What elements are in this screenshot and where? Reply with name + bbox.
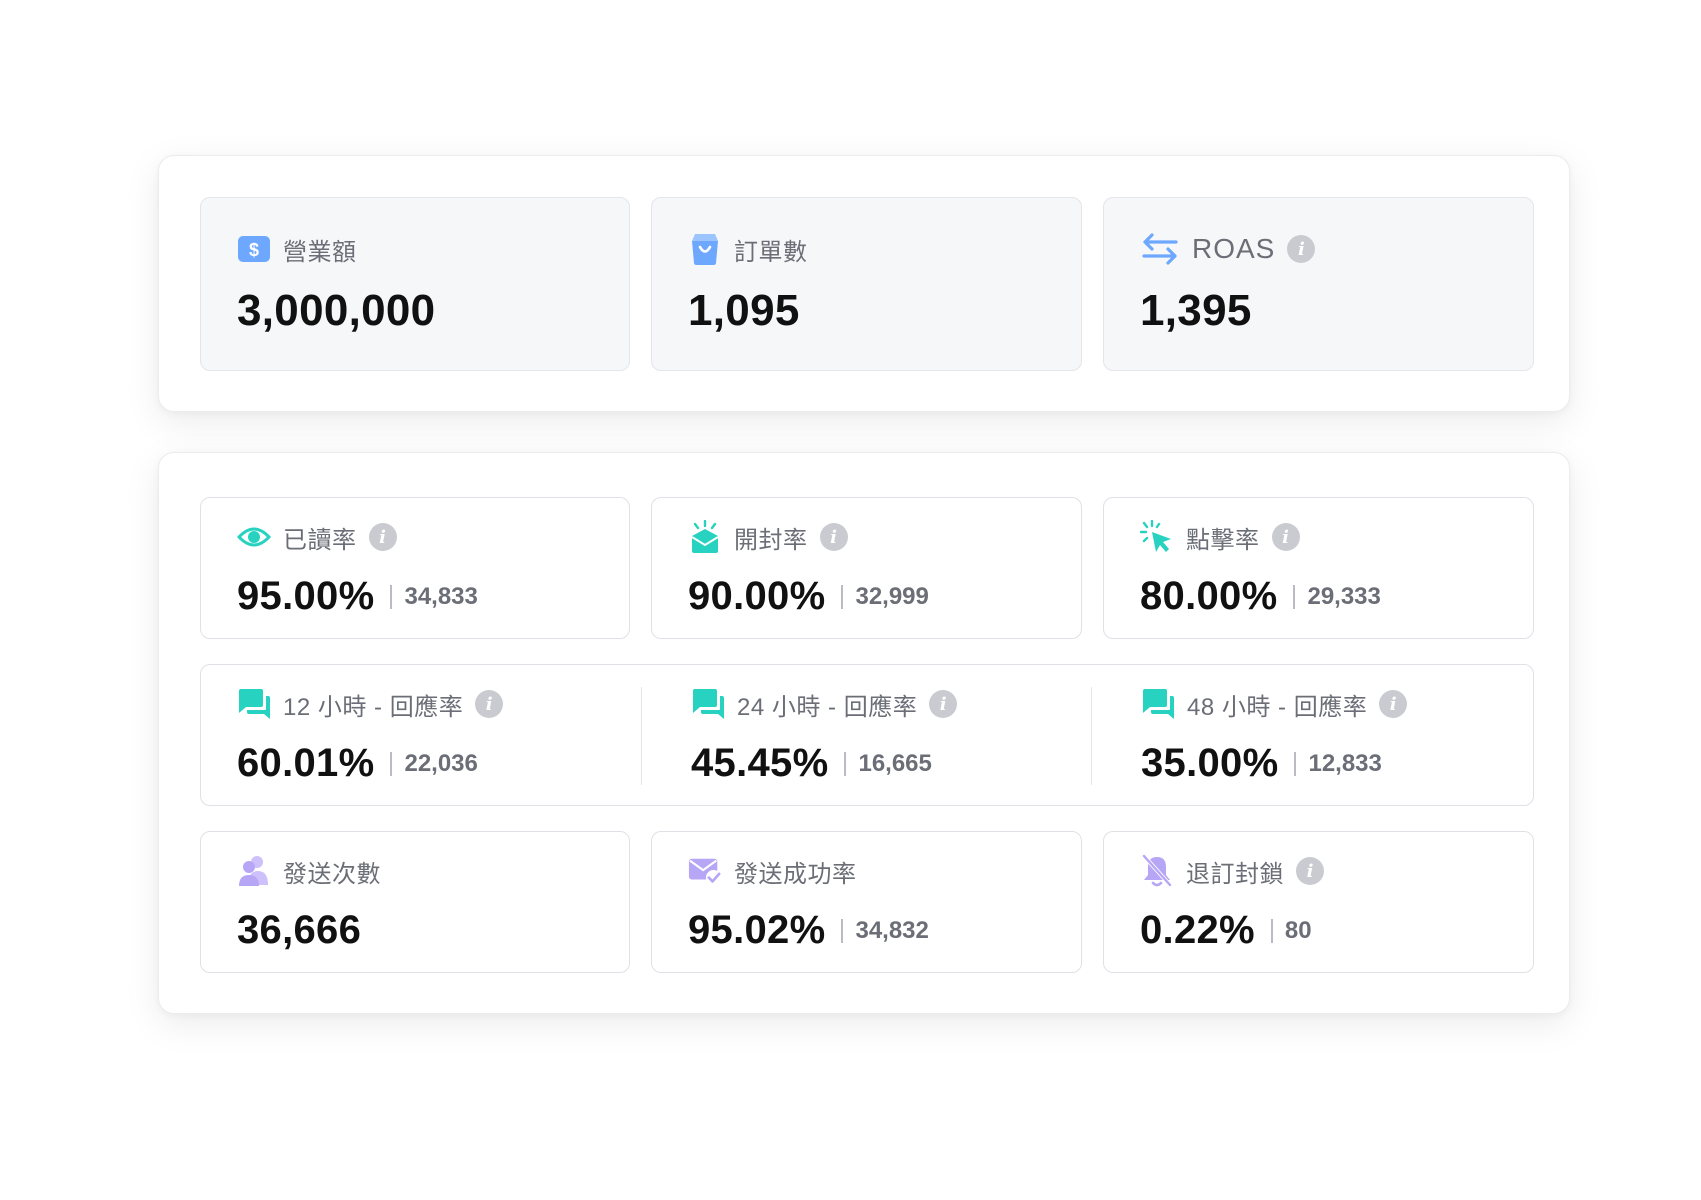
unsubscribe-percent: 0.22% bbox=[1140, 908, 1255, 952]
click-rate-card: 點擊率 i 80.00% 29,333 bbox=[1103, 497, 1534, 639]
chat-bubbles-icon bbox=[1141, 687, 1175, 721]
divider bbox=[1294, 751, 1297, 776]
orders-label: 訂單數 bbox=[734, 238, 808, 266]
roas-card: ROAS i 1,395 bbox=[1103, 197, 1534, 371]
column-divider bbox=[1091, 687, 1092, 785]
chat-bubbles-icon bbox=[237, 687, 271, 721]
click-rate-count: 29,333 bbox=[1307, 582, 1381, 610]
read-rate-percent: 95.00% bbox=[237, 574, 375, 618]
reply-48h-percent: 35.00% bbox=[1141, 741, 1279, 785]
open-rate-label: 開封率 bbox=[734, 526, 808, 554]
divider bbox=[390, 584, 393, 609]
mail-check-icon bbox=[688, 854, 722, 888]
summary-panel: $ 營業額 3,000,000 訂單數 1,095 bbox=[158, 155, 1570, 412]
cursor-click-icon bbox=[1140, 520, 1174, 554]
open-rate-count: 32,999 bbox=[855, 582, 929, 610]
roas-label: ROAS bbox=[1192, 233, 1276, 264]
reply-12h-cell: 12 小時 - 回應率 i 60.01% 22,036 bbox=[201, 665, 641, 805]
swap-arrows-icon bbox=[1140, 232, 1180, 266]
send-count-label: 發送次數 bbox=[283, 860, 381, 888]
chat-bubbles-icon bbox=[691, 687, 725, 721]
click-rate-label: 點擊率 bbox=[1186, 526, 1260, 554]
click-rate-percent: 80.00% bbox=[1140, 574, 1278, 618]
reply-24h-label: 24 小時 - 回應率 bbox=[737, 693, 918, 721]
roas-info-icon[interactable]: i bbox=[1287, 235, 1316, 263]
send-count-value: 36,666 bbox=[237, 908, 362, 952]
reply-12h-percent: 60.01% bbox=[237, 741, 375, 785]
open-rate-info-icon[interactable]: i bbox=[819, 523, 848, 551]
svg-text:$: $ bbox=[249, 240, 259, 260]
click-rate-info-icon[interactable]: i bbox=[1271, 523, 1300, 551]
unsubscribe-count: 80 bbox=[1284, 916, 1312, 944]
revenue-label: 營業額 bbox=[283, 238, 357, 266]
reply-48h-info-icon[interactable]: i bbox=[1379, 690, 1408, 718]
metrics-panel: 已讀率 i 95.00% 34,833 開封率 i 90.00% 32,999 bbox=[158, 452, 1570, 1014]
send-success-card: 發送成功率 95.02% 34,832 bbox=[651, 831, 1082, 973]
send-success-count: 34,832 bbox=[855, 916, 929, 944]
divider bbox=[1270, 918, 1273, 943]
reply-24h-count: 16,665 bbox=[858, 749, 932, 777]
reply-24h-info-icon[interactable]: i bbox=[929, 690, 958, 718]
reply-12h-label: 12 小時 - 回應率 bbox=[283, 693, 464, 721]
send-success-percent: 95.02% bbox=[688, 908, 826, 952]
divider bbox=[1293, 584, 1296, 609]
revenue-value: 3,000,000 bbox=[237, 286, 436, 335]
read-rate-info-icon[interactable]: i bbox=[368, 523, 397, 551]
reply-48h-count: 12,833 bbox=[1308, 749, 1382, 777]
reply-24h-cell: 24 小時 - 回應率 i 45.45% 16,665 bbox=[655, 665, 1095, 805]
divider bbox=[841, 918, 844, 943]
divider bbox=[841, 584, 844, 609]
reply-48h-cell: 48 小時 - 回應率 i 35.00% 12,833 bbox=[1105, 665, 1535, 805]
roas-value: 1,395 bbox=[1140, 286, 1252, 335]
orders-value: 1,095 bbox=[688, 286, 800, 335]
orders-card: 訂單數 1,095 bbox=[651, 197, 1082, 371]
read-rate-label: 已讀率 bbox=[283, 526, 357, 554]
unsubscribe-info-icon[interactable]: i bbox=[1296, 857, 1324, 885]
reply-rate-card: 12 小時 - 回應率 i 60.01% 22,036 24 小時 - 回應率 bbox=[200, 664, 1534, 806]
shopping-bag-icon bbox=[688, 232, 722, 266]
revenue-card: $ 營業額 3,000,000 bbox=[200, 197, 630, 371]
unsubscribe-card: 退訂封鎖 i 0.22% 80 bbox=[1103, 831, 1534, 973]
reply-12h-count: 22,036 bbox=[404, 749, 478, 777]
read-rate-card: 已讀率 i 95.00% 34,833 bbox=[200, 497, 630, 639]
reply-48h-label: 48 小時 - 回應率 bbox=[1187, 693, 1368, 721]
column-divider bbox=[641, 687, 642, 785]
read-rate-count: 34,833 bbox=[404, 582, 478, 610]
divider bbox=[844, 751, 847, 776]
open-rate-percent: 90.00% bbox=[688, 574, 826, 618]
open-rate-card: 開封率 i 90.00% 32,999 bbox=[651, 497, 1082, 639]
dollar-icon: $ bbox=[237, 232, 271, 266]
bell-off-icon bbox=[1140, 854, 1174, 888]
open-envelope-icon bbox=[688, 520, 722, 554]
divider bbox=[390, 751, 393, 776]
send-count-card: 發送次數 36,666 bbox=[200, 831, 630, 973]
unsubscribe-label: 退訂封鎖 bbox=[1186, 860, 1284, 888]
reply-12h-info-icon[interactable]: i bbox=[475, 690, 504, 718]
users-icon bbox=[237, 854, 271, 888]
eye-icon bbox=[237, 520, 271, 554]
send-success-label: 發送成功率 bbox=[734, 860, 857, 888]
reply-24h-percent: 45.45% bbox=[691, 741, 829, 785]
